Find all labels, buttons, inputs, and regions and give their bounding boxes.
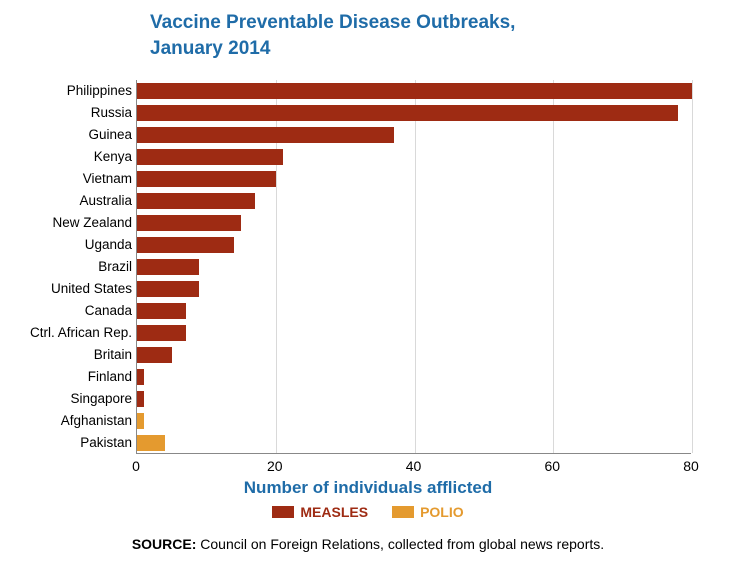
bar-row [137,234,234,256]
bar [137,347,172,363]
bar [137,149,283,165]
bar-row [137,124,394,146]
bar [137,369,144,385]
bar-row [137,80,692,102]
x-tick-label: 0 [132,458,140,474]
legend-label: MEASLES [300,504,368,520]
bar-row [137,212,241,234]
bar-row [137,410,144,432]
bar-row [137,278,199,300]
bar-row [137,388,144,410]
bar [137,83,692,99]
gridline [692,80,693,453]
bar [137,193,255,209]
bar-row [137,366,144,388]
x-tick-label: 40 [406,458,422,474]
y-axis-label: Russia [2,102,132,124]
y-axis-label: Pakistan [2,432,132,454]
y-axis-label: Ctrl. African Rep. [2,322,132,344]
legend-item: MEASLES [272,504,368,520]
bar-row [137,146,283,168]
bar [137,435,165,451]
bar [137,303,186,319]
bar [137,391,144,407]
bar-row [137,322,186,344]
source-text: Council on Foreign Relations, collected … [196,536,604,552]
y-axis-label: Guinea [2,124,132,146]
source-line: SOURCE: Council on Foreign Relations, co… [0,536,736,552]
bar [137,127,394,143]
bar [137,215,241,231]
y-axis-label: Vietnam [2,168,132,190]
bar-row [137,102,678,124]
gridline [553,80,554,453]
bar [137,105,678,121]
y-axis-label: Brazil [2,256,132,278]
legend-swatch [392,506,414,518]
bar [137,171,276,187]
bar [137,281,199,297]
bar-row [137,344,172,366]
legend-label: POLIO [420,504,464,520]
y-axis-label: United States [2,278,132,300]
bar-row [137,190,255,212]
bar-row [137,300,186,322]
bar-row [137,168,276,190]
legend-swatch [272,506,294,518]
legend: MEASLES POLIO [0,504,736,520]
y-axis-label: Philippines [2,80,132,102]
source-label: SOURCE: [132,536,197,552]
y-axis-label: New Zealand [2,212,132,234]
bar [137,237,234,253]
y-axis-label: Finland [2,366,132,388]
y-axis-label: Kenya [2,146,132,168]
bar [137,259,199,275]
title-line-1: Vaccine Preventable Disease Outbreaks, [150,12,515,33]
x-tick-label: 80 [683,458,699,474]
y-axis-label: Singapore [2,388,132,410]
x-tick-label: 20 [267,458,283,474]
x-tick-label: 60 [544,458,560,474]
bar-row [137,432,165,454]
gridline [415,80,416,453]
y-axis-label: Britain [2,344,132,366]
bar-row [137,256,199,278]
bar [137,413,144,429]
x-axis-title: Number of individuals afflicted [0,478,736,498]
chart-container: Vaccine Preventable Disease Outbreaks, J… [0,0,736,567]
chart-title: Vaccine Preventable Disease Outbreaks, J… [150,10,515,61]
y-axis-label: Canada [2,300,132,322]
bar [137,325,186,341]
y-axis-label: Afghanistan [2,410,132,432]
legend-item: POLIO [392,504,464,520]
y-axis-label: Uganda [2,234,132,256]
y-axis-label: Australia [2,190,132,212]
plot-area [136,80,691,454]
title-line-2: January 2014 [150,38,270,59]
